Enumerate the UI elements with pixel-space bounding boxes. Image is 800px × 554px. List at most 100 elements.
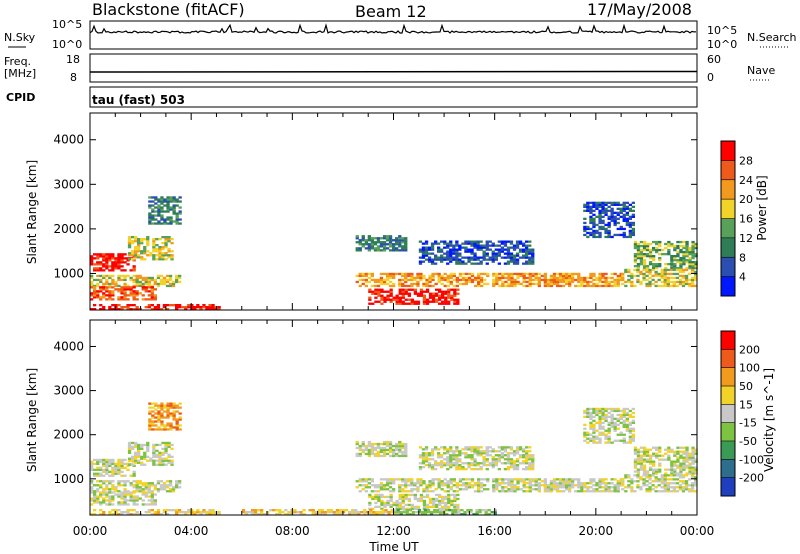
velocity-echo-cell (137, 455, 141, 458)
power-echo-cell (150, 308, 154, 311)
power-echo-cell (151, 210, 155, 213)
velocity-echo-cell (586, 441, 590, 444)
power-echo-cell (642, 244, 647, 248)
velocity-echo-cell (506, 454, 511, 457)
velocity-echo-cell (446, 482, 450, 485)
velocity-echo-cell (625, 407, 629, 411)
velocity-echo-cell (494, 450, 498, 453)
velocity-echo-cell (449, 478, 453, 481)
velocity-echo-cell (592, 480, 596, 483)
power-echo-cell (379, 237, 384, 240)
velocity-echo-cell (604, 437, 608, 440)
power-echo-cell (374, 292, 378, 295)
velocity-echo-cell (162, 486, 167, 489)
velocity-echo-cell (129, 491, 133, 494)
power-echo-cell (537, 276, 541, 280)
power-echo-cell (621, 276, 625, 280)
power-echo-cell (141, 282, 145, 286)
power-echo-cell (667, 250, 671, 254)
velocity-echo-cell (565, 488, 569, 491)
velocity-echo-cell (148, 418, 152, 421)
power-echo-cell (401, 249, 405, 252)
velocity-echo-cell (601, 411, 605, 415)
power-echo-cell (607, 221, 611, 225)
velocity-echo-cell (146, 449, 150, 452)
velocity-colorbar-swatch (721, 477, 735, 497)
velocity-echo-cell (598, 437, 602, 440)
velocity-echo-cell (543, 484, 547, 487)
velocity-echo-cell (694, 476, 698, 479)
velocity-echo-cell (610, 490, 614, 493)
velocity-echo-cell (431, 503, 436, 507)
power-echo-cell (648, 261, 653, 264)
velocity-echo-cell (435, 497, 439, 501)
power-echo-cell (669, 284, 673, 288)
velocity-echo-cell (679, 450, 683, 453)
velocity-echo-cell (651, 480, 655, 483)
power-echo-cell (675, 284, 680, 288)
velocity-echo-cell (684, 482, 689, 485)
velocity-echo-cell (443, 446, 447, 449)
power-echo-cell (598, 205, 602, 208)
power-echo-cell (510, 280, 514, 284)
power-echo-cell (601, 211, 605, 214)
freq-tick-bottom: 8 (70, 71, 77, 84)
power-echo-cell (607, 205, 611, 208)
velocity-echo-cell (171, 488, 176, 491)
power-echo-cell (111, 265, 115, 268)
power-echo-cell (515, 252, 520, 255)
power-echo-cell (676, 267, 680, 270)
power-echo-cell (404, 298, 408, 301)
power-echo-cell (492, 280, 496, 284)
power-echo-cell (171, 282, 176, 286)
velocity-echo-cell (129, 484, 133, 487)
power-echo-cell (389, 300, 393, 303)
power-echo-cell (467, 242, 471, 245)
power-echo-cell (123, 288, 127, 291)
velocity-echo-cell (449, 488, 453, 491)
power-echo-cell (558, 272, 563, 276)
power-echo-cell (385, 239, 390, 242)
power-echo-cell (358, 284, 362, 288)
velocity-echo-cell (161, 463, 165, 466)
velocity-echo-cell (169, 406, 173, 409)
power-echo-cell (418, 256, 423, 259)
velocity-echo-cell (93, 513, 97, 516)
power-echo-cell (667, 248, 671, 252)
velocity-echo-cell (93, 491, 97, 494)
velocity-echo-cell (436, 511, 440, 514)
velocity-echo-cell (679, 456, 683, 459)
velocity-echo-cell (681, 482, 686, 485)
velocity-echo-cell (138, 480, 142, 483)
power-echo-cell (123, 278, 127, 282)
velocity-echo-cell (160, 408, 164, 411)
velocity-echo-cell (355, 442, 359, 446)
velocity-echo-cell (153, 488, 157, 491)
power-echo-cell (395, 249, 399, 252)
velocity-echo-cell (495, 480, 499, 483)
power-echo-cell (610, 215, 614, 218)
power-echo-cell (151, 214, 155, 217)
power-echo-cell (144, 282, 148, 286)
velocity-echo-cell (670, 472, 674, 475)
power-echo-cell (455, 284, 459, 288)
power-echo-cell (154, 206, 158, 209)
power-echo-cell (96, 274, 100, 278)
power-echo-cell (385, 247, 390, 250)
velocity-echo-cell (598, 490, 602, 493)
velocity-echo-cell (613, 425, 617, 428)
velocity-echo-cell (368, 495, 372, 499)
power-echo-cell (105, 290, 109, 293)
velocity-echo-cell (152, 447, 156, 450)
velocity-echo-cell (610, 417, 614, 420)
velocity-echo-cell (449, 486, 453, 489)
power-echo-cell (430, 258, 435, 261)
velocity-echo-cell (90, 482, 94, 485)
power-echo-cell (648, 280, 652, 284)
power-echo-cell (382, 243, 387, 246)
power-echo-cell (658, 244, 662, 248)
velocity-echo-cell (428, 490, 432, 493)
power-echo-cell (178, 206, 182, 209)
velocity-echo-cell (165, 509, 170, 512)
power-echo-cell (373, 237, 378, 240)
